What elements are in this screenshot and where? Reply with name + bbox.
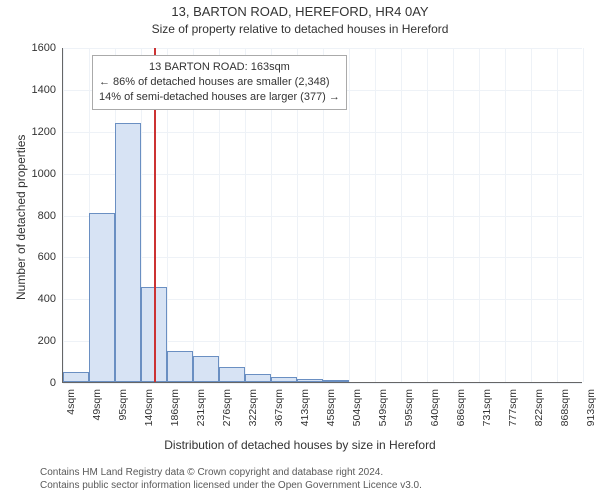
histogram-bar	[297, 379, 323, 382]
gridline-vertical	[557, 48, 558, 382]
y-tick-label: 1400	[22, 84, 56, 96]
x-tick-label: 595sqm	[403, 389, 415, 426]
x-axis-label: Distribution of detached houses by size …	[0, 438, 600, 452]
gridline-vertical	[349, 48, 350, 382]
x-tick-label: 140sqm	[143, 389, 155, 426]
x-tick-label: 413sqm	[299, 389, 311, 426]
x-tick-label: 549sqm	[377, 389, 389, 426]
x-tick-label: 504sqm	[351, 389, 363, 426]
histogram-bar	[219, 367, 245, 382]
x-tick-label: 186sqm	[169, 389, 181, 426]
gridline-vertical	[531, 48, 532, 382]
x-tick-label: 4sqm	[65, 389, 77, 415]
gridline-vertical	[63, 48, 64, 382]
x-tick-label: 913sqm	[585, 389, 597, 426]
x-tick-label: 231sqm	[195, 389, 207, 426]
page-title: 13, BARTON ROAD, HEREFORD, HR4 0AY	[0, 4, 600, 19]
annotation-line-3: 14% of semi-detached houses are larger (…	[99, 90, 340, 105]
histogram-bar	[193, 356, 219, 382]
gridline-vertical	[375, 48, 376, 382]
footer-line-2: Contains public sector information licen…	[40, 479, 422, 492]
x-tick-label: 276sqm	[221, 389, 233, 426]
x-tick-label: 868sqm	[559, 389, 571, 426]
gridline-vertical	[479, 48, 480, 382]
y-tick-label: 800	[22, 210, 56, 222]
x-tick-label: 731sqm	[481, 389, 493, 426]
y-tick-label: 0	[22, 377, 56, 389]
footer-line-1: Contains HM Land Registry data © Crown c…	[40, 466, 422, 479]
histogram-bar	[167, 351, 193, 382]
gridline-vertical	[401, 48, 402, 382]
y-tick-label: 400	[22, 293, 56, 305]
marker-annotation: 13 BARTON ROAD: 163sqm ← 86% of detached…	[92, 55, 347, 110]
x-tick-label: 822sqm	[533, 389, 545, 426]
gridline-vertical	[427, 48, 428, 382]
gridline-vertical	[505, 48, 506, 382]
histogram-bar	[89, 213, 115, 382]
gridline-vertical	[453, 48, 454, 382]
y-tick-label: 1000	[22, 168, 56, 180]
y-tick-label: 1200	[22, 126, 56, 138]
x-tick-label: 95sqm	[117, 389, 129, 421]
annotation-line-2: ← 86% of detached houses are smaller (2,…	[99, 75, 340, 90]
y-tick-label: 1600	[22, 42, 56, 54]
histogram-bar	[63, 372, 89, 382]
x-tick-label: 686sqm	[455, 389, 467, 426]
gridline-vertical	[583, 48, 584, 382]
histogram-bar	[245, 374, 271, 382]
annotation-line-1: 13 BARTON ROAD: 163sqm	[99, 60, 340, 75]
x-tick-label: 322sqm	[247, 389, 259, 426]
x-tick-label: 640sqm	[429, 389, 441, 426]
gridline-horizontal	[63, 383, 582, 384]
footer-attribution: Contains HM Land Registry data © Crown c…	[40, 466, 422, 492]
histogram-bar	[271, 377, 297, 382]
histogram-bar	[115, 123, 141, 382]
page-subtitle: Size of property relative to detached ho…	[0, 22, 600, 36]
x-tick-label: 367sqm	[273, 389, 285, 426]
histogram-bar	[323, 380, 349, 382]
y-tick-label: 600	[22, 251, 56, 263]
y-tick-label: 200	[22, 335, 56, 347]
x-tick-label: 458sqm	[325, 389, 337, 426]
x-tick-label: 777sqm	[507, 389, 519, 426]
x-tick-label: 49sqm	[91, 389, 103, 421]
